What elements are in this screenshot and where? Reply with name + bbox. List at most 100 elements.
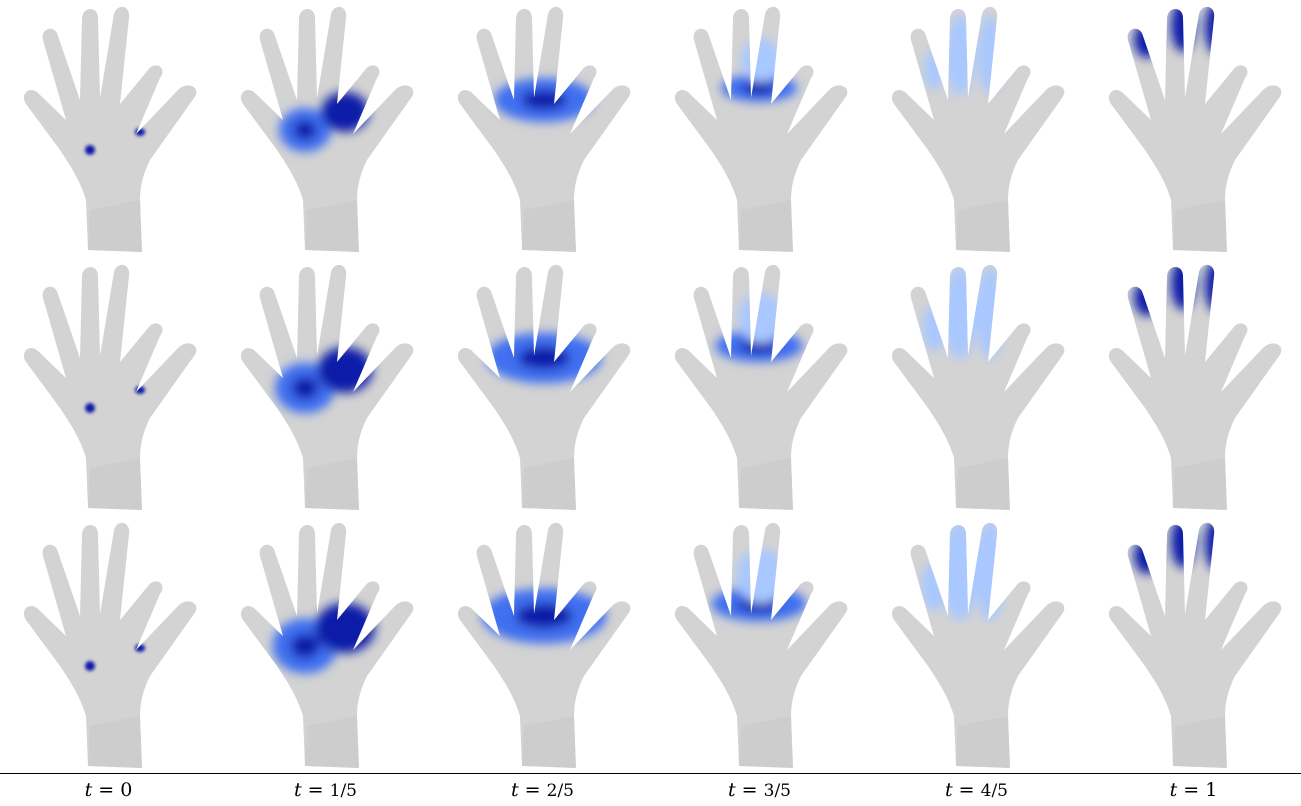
wrist-shading	[305, 458, 359, 510]
density-core	[291, 376, 319, 400]
hand-panel-r2-c3	[434, 258, 651, 516]
wrist-shading	[739, 716, 793, 768]
wrist-shading	[522, 458, 576, 510]
wrist-shading	[522, 200, 576, 252]
hand-panel-r2-c4	[651, 258, 868, 516]
hand-mesh-render	[457, 264, 631, 510]
density-blob	[1171, 264, 1195, 310]
equals-sign: =	[301, 779, 330, 801]
density-blob	[978, 15, 1002, 95]
density-core	[290, 633, 320, 659]
hand-mesh-render	[1108, 6, 1282, 252]
wrist-shading	[956, 716, 1010, 768]
hand-mesh-render	[674, 264, 848, 510]
density-core	[515, 603, 573, 629]
hand-panel-r1-c5	[868, 0, 1085, 258]
density-blob	[741, 38, 781, 82]
hand-panel-r2-c1	[0, 258, 217, 516]
wrist-shading	[1173, 458, 1227, 510]
hand-mesh-render	[891, 522, 1065, 768]
density-core	[741, 81, 777, 95]
time-variable: t	[728, 779, 736, 801]
time-label: t = 2/5	[434, 776, 651, 805]
hand-surface	[674, 6, 848, 252]
hand-panel-r2-c5	[868, 258, 1085, 516]
time-variable: t	[1169, 779, 1178, 801]
density-blob	[975, 522, 1005, 621]
density-blob	[924, 50, 944, 90]
hand-surface	[457, 522, 631, 768]
hand-surface	[23, 6, 197, 252]
hand-surface	[457, 264, 631, 510]
time-label: t = 1	[1085, 776, 1301, 804]
density-blob	[85, 145, 95, 155]
hand-surface	[1108, 6, 1282, 252]
hand-mesh-render	[674, 522, 848, 768]
wrist-shading	[956, 200, 1010, 252]
equals-sign: =	[518, 779, 547, 801]
density-blob	[85, 403, 95, 413]
hand-panel-r3-c1	[0, 516, 217, 774]
hand-panel-r1-c1	[0, 0, 217, 258]
density-blob	[736, 548, 786, 604]
hand-panel-r3-c4	[651, 516, 868, 774]
density-core	[518, 346, 570, 370]
density-blob	[922, 305, 946, 351]
wrist-shading	[739, 458, 793, 510]
hand-panel-r3-c5	[868, 516, 1085, 774]
wrist-shading	[1173, 200, 1227, 252]
density-blob	[135, 128, 145, 136]
time-label: t = 3/5	[651, 776, 868, 805]
hand-surface	[674, 522, 848, 768]
time-label: t = 4/5	[868, 776, 1085, 805]
hand-surface	[23, 522, 197, 768]
density-core	[332, 359, 358, 381]
density-blob	[942, 522, 978, 621]
hand-mesh-render	[1108, 264, 1282, 510]
time-label: t = 0	[0, 776, 217, 804]
density-blob	[1205, 264, 1227, 312]
hand-surface	[457, 6, 631, 252]
hand-mesh-render	[891, 6, 1065, 252]
time-variable: t	[84, 779, 93, 801]
equals-sign: =	[735, 779, 764, 801]
hand-mesh-render	[23, 6, 197, 252]
hand-panel-r3-c6	[1085, 516, 1301, 774]
hand-figure-grid	[0, 0, 1301, 774]
hand-panel-r1-c6	[1085, 0, 1301, 258]
time-label: t = 1/5	[217, 776, 434, 805]
wrist-shading	[88, 200, 142, 252]
density-blob	[1134, 280, 1160, 316]
time-value: 0	[120, 779, 133, 801]
hand-mesh-render	[891, 264, 1065, 510]
hand-mesh-render	[240, 6, 414, 252]
density-core	[521, 90, 567, 110]
hand-surface	[23, 264, 197, 510]
density-blob	[1205, 522, 1227, 570]
wrist-shading	[88, 716, 142, 768]
wrist-shading	[956, 458, 1010, 510]
hand-mesh-render	[674, 6, 848, 252]
density-blob	[943, 267, 977, 359]
density-core	[334, 103, 356, 121]
hand-panel-r2-c6	[1085, 258, 1301, 516]
hand-mesh-render	[240, 264, 414, 510]
density-blob	[135, 386, 145, 394]
density-blob	[1171, 6, 1195, 52]
density-core	[331, 616, 359, 640]
time-variable: t	[294, 779, 302, 801]
density-core	[293, 120, 317, 140]
density-blob	[946, 15, 974, 95]
wrist-shading	[305, 200, 359, 252]
hand-mesh-render	[240, 522, 414, 768]
hand-mesh-render	[23, 522, 197, 768]
time-value: 4/5	[980, 781, 1008, 801]
density-blob	[1134, 538, 1160, 574]
density-blob	[85, 661, 95, 671]
hand-surface	[1108, 264, 1282, 510]
wrist-shading	[88, 458, 142, 510]
time-value: 3/5	[763, 781, 791, 801]
hand-panel-r3-c3	[434, 516, 651, 774]
hand-panel-r1-c3	[434, 0, 651, 258]
